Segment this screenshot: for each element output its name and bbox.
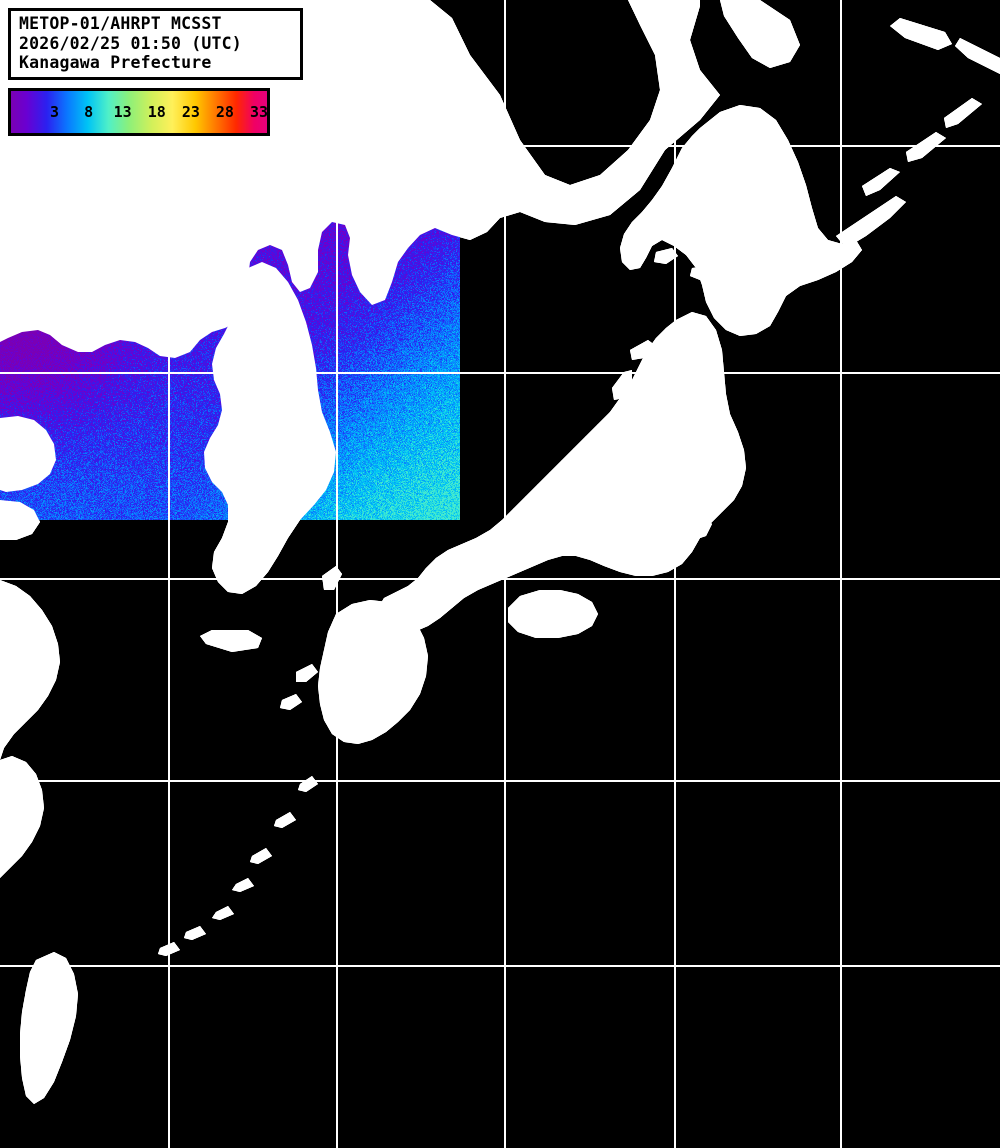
sst-colorbar: 3 8 13 18 23 28 33 <box>8 88 270 136</box>
grid-line-parallel <box>0 780 1000 782</box>
grid-line-parallel <box>0 372 1000 374</box>
colorbar-tick: 28 <box>215 103 234 121</box>
colorbar-tick: 13 <box>113 103 132 121</box>
colorbar-tick-labels: 3 8 13 18 23 28 33 <box>11 91 269 133</box>
colorbar-tick: 23 <box>181 103 200 121</box>
grid-line-meridian <box>504 0 506 1148</box>
grid-line-parallel <box>0 578 1000 580</box>
grid-line-meridian <box>336 0 338 1148</box>
header-datetime-line: 2026/02/25 01:50 (UTC) <box>19 33 242 53</box>
grid-line-meridian <box>674 0 676 1148</box>
colorbar-tick: 8 <box>84 103 94 121</box>
grid-line-meridian <box>840 0 842 1148</box>
grid-line-meridian <box>168 0 170 1148</box>
colorbar-tick: 18 <box>147 103 166 121</box>
grid-line-parallel <box>0 965 1000 967</box>
colorbar-gradient <box>11 91 267 133</box>
header-station-line: Kanagawa Prefecture <box>19 53 212 72</box>
grid-line-parallel <box>0 145 1000 147</box>
header-title-line: METOP-01/AHRPT MCSST <box>19 14 222 33</box>
info-header-box: METOP-01/AHRPT MCSST 2026/02/25 01:50 (U… <box>8 8 303 80</box>
longitude-label-140e: 140E <box>662 6 677 38</box>
colorbar-tick: 33 <box>249 103 269 121</box>
colorbar-tick: 3 <box>50 103 60 121</box>
